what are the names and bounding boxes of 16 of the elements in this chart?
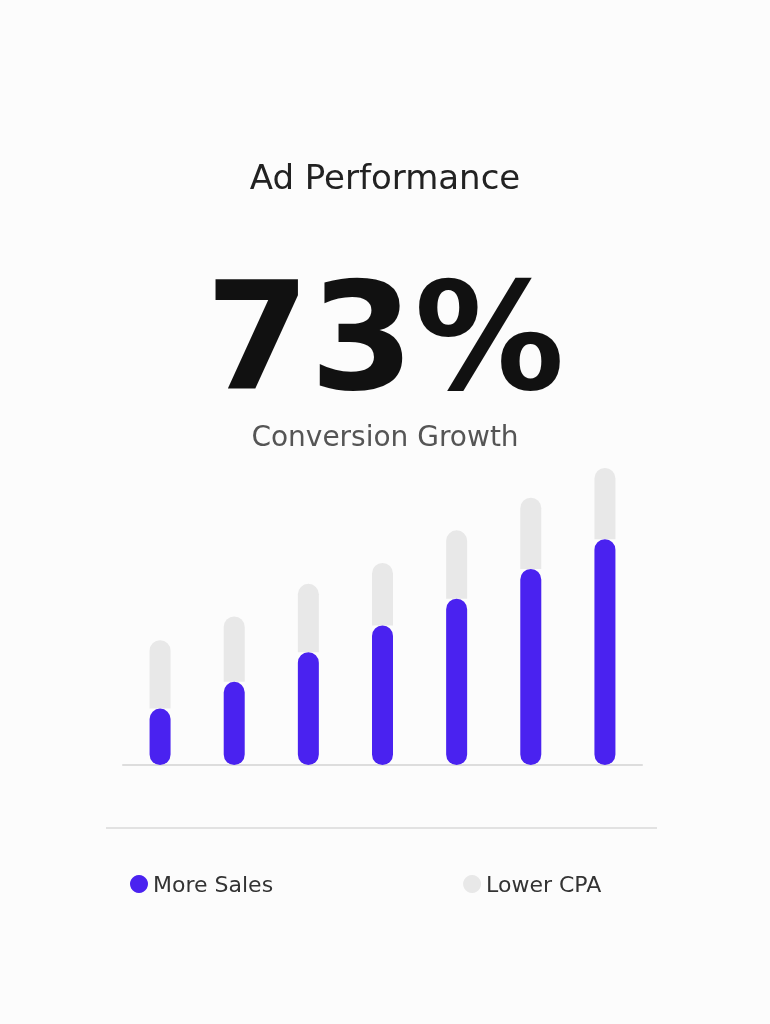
chart-title: Ad Performance bbox=[249, 157, 521, 197]
legend-label: More Sales bbox=[153, 871, 274, 897]
bar bbox=[594, 468, 616, 540]
bar bbox=[446, 598, 468, 765]
bar bbox=[297, 583, 319, 653]
bar bbox=[149, 640, 171, 709]
bar bbox=[372, 563, 393, 626]
legend-label: Lower CPA bbox=[486, 871, 602, 897]
bar bbox=[520, 497, 542, 569]
bar bbox=[372, 625, 393, 765]
bar bbox=[594, 539, 616, 765]
bar bbox=[223, 681, 245, 765]
bar bbox=[446, 530, 468, 599]
bar bbox=[223, 616, 245, 682]
bar bbox=[297, 652, 319, 765]
bar bbox=[520, 568, 542, 765]
